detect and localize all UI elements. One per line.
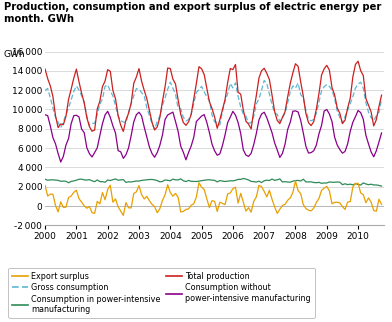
Text: month. GWh: month. GWh [4, 14, 74, 24]
Text: Production, consumption and export surplus of electric energy per: Production, consumption and export surpl… [4, 2, 381, 12]
Legend: Export surplus, Gross consumption, Consumption in power-intensive
manufacturing,: Export surplus, Gross consumption, Consu… [8, 268, 314, 318]
Text: GWh: GWh [4, 50, 25, 59]
